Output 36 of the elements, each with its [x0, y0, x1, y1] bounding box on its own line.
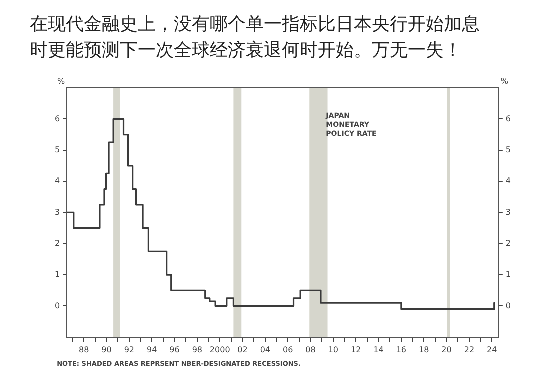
- y-tick-label: 1: [54, 270, 60, 280]
- x-tick-label: 08: [306, 345, 316, 354]
- x-tick-label: 2000: [210, 345, 230, 354]
- x-tick-label: 06: [283, 345, 294, 354]
- y-tick-label: 6: [54, 114, 60, 124]
- y2-tick-label: 5: [506, 145, 512, 154]
- y-tick-label: 0: [54, 301, 60, 310]
- x-tick-label: 98: [192, 345, 203, 354]
- x-tick-label: 20: [442, 345, 452, 354]
- y2-axis-title: %: [500, 77, 509, 86]
- y-axis-title: %: [57, 77, 66, 86]
- x-tick-label: 02: [238, 345, 248, 354]
- x-tick-label: 10: [328, 345, 339, 354]
- y-tick-label: 5: [54, 145, 60, 154]
- x-tick-label: 16: [396, 345, 407, 354]
- y2-tick-label: 1: [506, 270, 512, 280]
- x-tick-label: 92: [124, 345, 135, 354]
- y2-tick-label: 4: [506, 176, 512, 186]
- y2-tick-label: 3: [506, 208, 512, 217]
- x-tick-label: 12: [351, 345, 362, 354]
- y2-tick-label: 2: [506, 238, 512, 248]
- x-tick-label: 96: [170, 345, 180, 354]
- y-tick-label: 2: [54, 238, 60, 248]
- y-tick-label: 3: [54, 208, 60, 217]
- x-tick-label: 22: [464, 345, 475, 354]
- y-tick-label: 4: [54, 176, 60, 186]
- x-tick-label: 18: [419, 345, 430, 354]
- x-tick-label: 88: [78, 345, 90, 354]
- x-tick-label: 94: [147, 345, 158, 354]
- y2-tick-label: 6: [506, 114, 512, 124]
- x-tick-label: 14: [374, 345, 384, 354]
- x-tick-label: 04: [260, 345, 271, 354]
- x-tick-label: 24: [487, 345, 498, 354]
- y2-tick-label: 0: [506, 301, 512, 310]
- chart-title: 在现代金融史上，没有哪个单一指标比日本央行开始加息时更能预测下一次全球经济衰退何时开始。万无一失！: [29, 13, 481, 63]
- x-tick-label: 90: [102, 345, 112, 354]
